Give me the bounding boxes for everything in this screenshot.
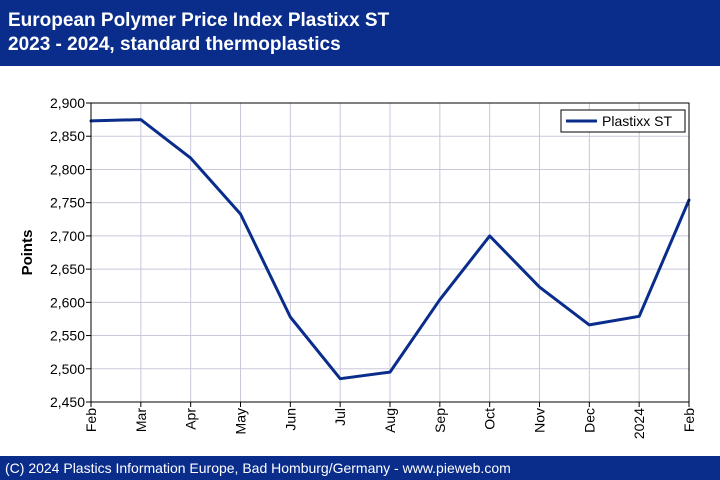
x-tick-label: Nov [532,408,548,433]
plot-border [90,102,690,403]
x-tick-label: Aug [382,408,398,433]
y-axis-title: Points [19,230,36,276]
x-tick-label: Dec [581,408,597,433]
y-tick-label: 2,500 [50,361,85,377]
x-tick-label: Feb [681,408,697,432]
y-axis-ticks: 2,450 2,500 2,550 2,600 2,650 2,700 2,750 2,800… [50,95,91,410]
y-tick-label: 2,650 [50,261,85,277]
x-tick-label: 2024 [631,408,647,439]
legend-label: Plastixx ST [602,113,672,129]
x-tick-label: Jun [282,408,298,431]
grid-lines [90,102,690,403]
x-tick-label: Sep [432,408,448,433]
y-tick-label: 2,700 [50,228,85,244]
copyright-footer: (C) 2024 Plastics Information Europe, Ba… [0,456,720,480]
y-tick-label: 2,450 [50,394,85,410]
legend: Plastixx ST [560,109,686,133]
chart-subtitle: 2023 - 2024, standard thermoplastics [8,34,341,55]
y-tick-label: 2,800 [50,161,85,177]
y-tick-label: 2,900 [50,95,85,111]
chart-title: European Polymer Price Index Plastixx ST [8,10,390,31]
x-tick-label: Oct [482,408,498,430]
x-tick-label: May [233,408,249,434]
series-line-plastixx-st [89,118,691,381]
x-tick-label: Mar [133,408,149,432]
x-tick-label: Jul [332,408,348,426]
x-axis-ticks: Feb Mar Apr May Jun Jul Aug Sep Oct Nov Dec 2024 Feb [83,402,697,439]
plot-frame [90,102,690,403]
x-tick-label: Feb [83,408,99,432]
series-layer [89,118,691,381]
legend-box [560,109,686,133]
line-chart: 2,450 2,500 2,550 2,600 2,650 2,700 2,750 2,800… [19,95,697,439]
x-tick-label: Apr [183,408,199,430]
y-tick-label: 2,850 [50,128,85,144]
y-tick-label: 2,750 [50,195,85,211]
chart-header: European Polymer Price Index Plastixx ST… [0,0,720,66]
y-tick-label: 2,600 [50,294,85,310]
y-tick-label: 2,550 [50,328,85,344]
